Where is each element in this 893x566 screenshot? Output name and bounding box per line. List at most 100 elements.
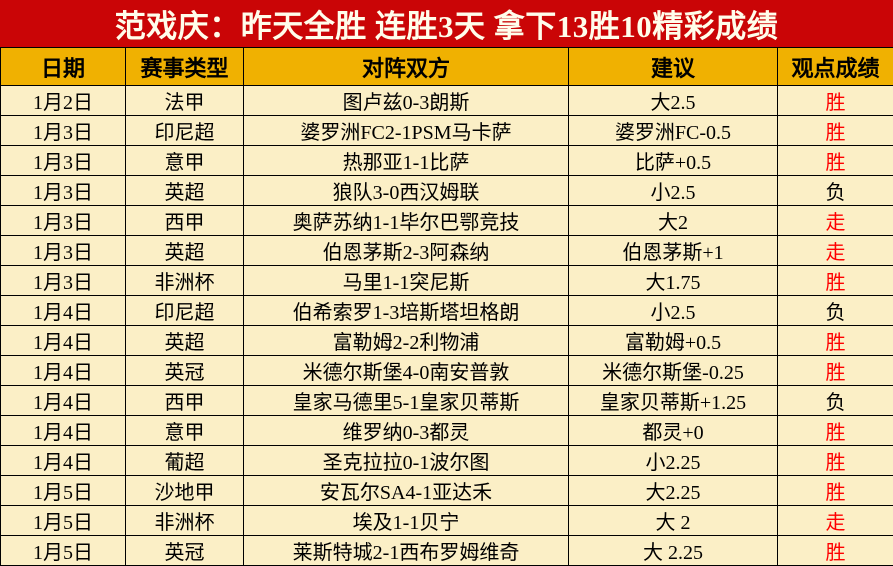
- cell-advice: 都灵+0: [569, 416, 778, 446]
- cell-result: 胜: [778, 326, 893, 356]
- cell-advice: 伯恩茅斯+1: [569, 236, 778, 266]
- title-banner: 范戏庆：昨天全胜 连胜3天 拿下13胜10精彩成绩: [0, 0, 893, 47]
- cell-advice: 大1.75: [569, 266, 778, 296]
- cell-league: 英冠: [126, 536, 244, 566]
- cell-league: 英超: [126, 236, 244, 266]
- cell-result: 负: [778, 386, 893, 416]
- cell-result: 走: [778, 236, 893, 266]
- cell-league: 西甲: [126, 386, 244, 416]
- cell-league: 印尼超: [126, 296, 244, 326]
- col-header-advice: 建议: [569, 48, 778, 86]
- cell-result: 胜: [778, 356, 893, 386]
- cell-date: 1月4日: [1, 356, 126, 386]
- cell-advice: 小2.5: [569, 176, 778, 206]
- cell-league: 法甲: [126, 86, 244, 116]
- cell-result: 负: [778, 176, 893, 206]
- cell-result: 胜: [778, 536, 893, 566]
- cell-date: 1月3日: [1, 266, 126, 296]
- cell-advice: 皇家贝蒂斯+1.25: [569, 386, 778, 416]
- cell-league: 英冠: [126, 356, 244, 386]
- cell-result: 胜: [778, 116, 893, 146]
- cell-result: 胜: [778, 416, 893, 446]
- cell-league: 非洲杯: [126, 266, 244, 296]
- cell-date: 1月4日: [1, 386, 126, 416]
- cell-match: 维罗纳0-3都灵: [244, 416, 569, 446]
- cell-advice: 比萨+0.5: [569, 146, 778, 176]
- cell-match: 米德尔斯堡4-0南安普敦: [244, 356, 569, 386]
- cell-result: 胜: [778, 446, 893, 476]
- cell-date: 1月4日: [1, 416, 126, 446]
- header-row: 日期 赛事类型 对阵双方 建议 观点成绩: [1, 48, 893, 86]
- cell-match: 莱斯特城2-1西布罗姆维奇: [244, 536, 569, 566]
- cell-result: 胜: [778, 476, 893, 506]
- cell-advice: 大2.25: [569, 476, 778, 506]
- cell-date: 1月3日: [1, 146, 126, 176]
- cell-match: 图卢兹0-3朗斯: [244, 86, 569, 116]
- cell-league: 英超: [126, 176, 244, 206]
- cell-result: 胜: [778, 146, 893, 176]
- cell-result: 走: [778, 506, 893, 536]
- cell-advice: 婆罗洲FC-0.5: [569, 116, 778, 146]
- cell-result: 胜: [778, 86, 893, 116]
- cell-advice: 米德尔斯堡-0.25: [569, 356, 778, 386]
- cell-match: 狼队3-0西汉姆联: [244, 176, 569, 206]
- cell-league: 沙地甲: [126, 476, 244, 506]
- cell-match: 伯恩茅斯2-3阿森纳: [244, 236, 569, 266]
- cell-result: 负: [778, 296, 893, 326]
- cell-date: 1月3日: [1, 116, 126, 146]
- col-header-result: 观点成绩: [778, 48, 893, 86]
- cell-advice: 富勒姆+0.5: [569, 326, 778, 356]
- cell-match: 热那亚1-1比萨: [244, 146, 569, 176]
- cell-advice: 小2.25: [569, 446, 778, 476]
- col-header-match: 对阵双方: [244, 48, 569, 86]
- cell-date: 1月3日: [1, 236, 126, 266]
- cell-league: 英超: [126, 326, 244, 356]
- cell-advice: 大 2: [569, 506, 778, 536]
- cell-date: 1月5日: [1, 536, 126, 566]
- page-title: 范戏庆：昨天全胜 连胜3天 拿下13胜10精彩成绩: [115, 1, 779, 46]
- cell-league: 葡超: [126, 446, 244, 476]
- cell-match: 埃及1-1贝宁: [244, 506, 569, 536]
- cell-date: 1月4日: [1, 326, 126, 356]
- cell-date: 1月3日: [1, 176, 126, 206]
- cell-date: 1月4日: [1, 446, 126, 476]
- cell-match: 皇家马德里5-1皇家贝蒂斯: [244, 386, 569, 416]
- cell-league: 非洲杯: [126, 506, 244, 536]
- cell-date: 1月5日: [1, 506, 126, 536]
- cell-league: 意甲: [126, 146, 244, 176]
- cell-date: 1月4日: [1, 296, 126, 326]
- cell-match: 富勒姆2-2利物浦: [244, 326, 569, 356]
- cell-match: 奥萨苏纳1-1毕尔巴鄂竞技: [244, 206, 569, 236]
- cell-date: 1月5日: [1, 476, 126, 506]
- cell-advice: 大2: [569, 206, 778, 236]
- cell-league: 印尼超: [126, 116, 244, 146]
- cell-match: 伯希索罗1-3培斯塔坦格朗: [244, 296, 569, 326]
- cell-league: 意甲: [126, 416, 244, 446]
- cell-advice: 大 2.25: [569, 536, 778, 566]
- cell-match: 安瓦尔SA4-1亚达禾: [244, 476, 569, 506]
- col-header-date: 日期: [1, 48, 126, 86]
- cell-date: 1月2日: [1, 86, 126, 116]
- cell-result: 走: [778, 206, 893, 236]
- cell-match: 马里1-1突尼斯: [244, 266, 569, 296]
- cell-match: 圣克拉拉0-1波尔图: [244, 446, 569, 476]
- col-header-league: 赛事类型: [126, 48, 244, 86]
- cell-league: 西甲: [126, 206, 244, 236]
